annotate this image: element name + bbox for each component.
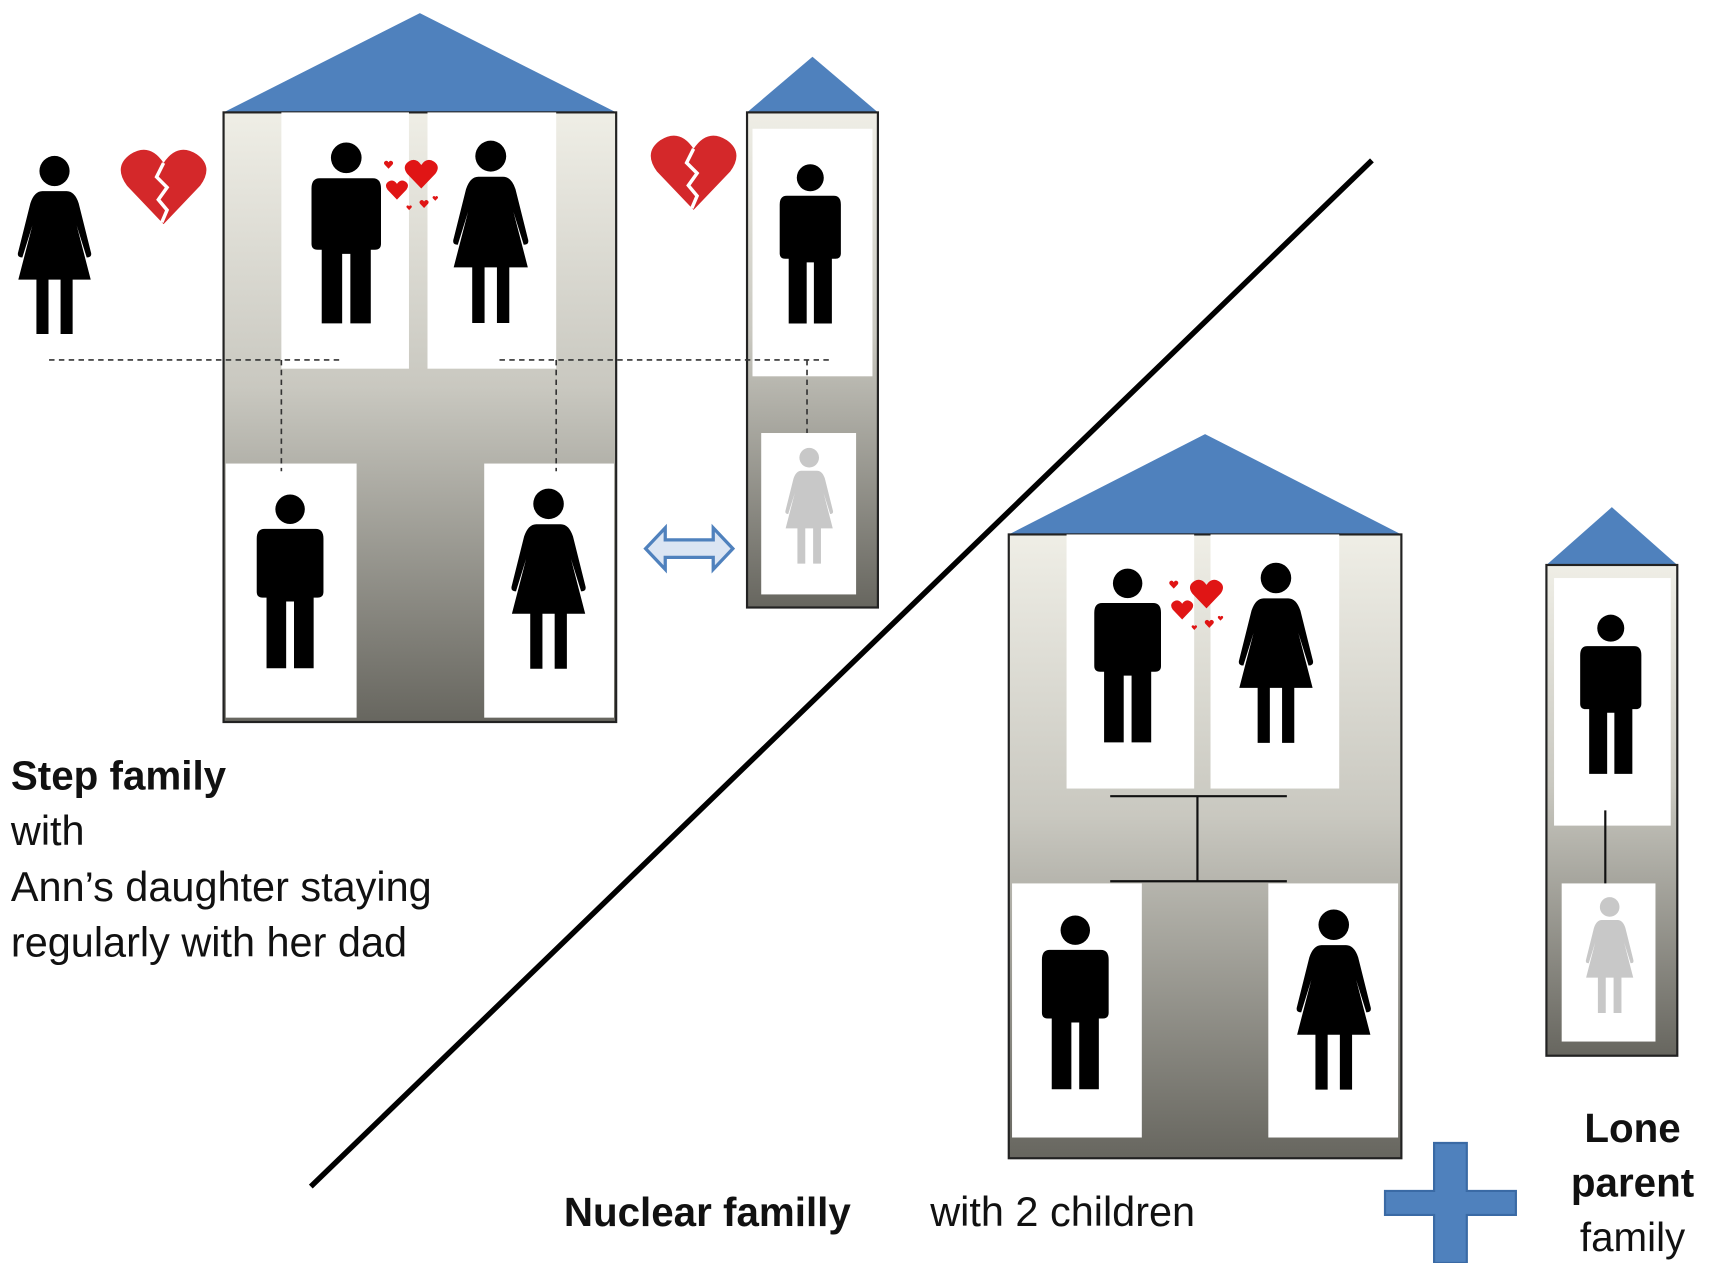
broken-heart: [651, 136, 737, 210]
page: Step family with Ann’s daughter staying …: [0, 0, 1710, 1263]
step-family-line: with: [10, 807, 85, 854]
plus-sign: [1385, 1143, 1516, 1263]
broken-heart: [121, 150, 207, 224]
lone-parent-house: [1546, 507, 1677, 1056]
step-family-line: regularly with her dad: [11, 918, 407, 965]
lone-parent-label: parent: [1571, 1159, 1694, 1205]
double-arrow: [646, 528, 733, 569]
dad-house: [747, 57, 878, 608]
ex-partner: [18, 156, 91, 334]
nuclear-family-house: [1009, 434, 1402, 1158]
lone-parent-label: family: [1580, 1214, 1686, 1260]
diagram: Step family with Ann’s daughter staying …: [0, 0, 1710, 1263]
step-family-house: [224, 13, 617, 722]
lone-parent-label: Lone: [1584, 1105, 1680, 1151]
nuclear-family-title: Nuclear familly: [564, 1189, 852, 1235]
step-family-title: Step family: [11, 753, 227, 799]
nuclear-family-subtitle: with 2 children: [929, 1188, 1195, 1235]
step-family-line: Ann’s daughter staying: [11, 863, 432, 910]
